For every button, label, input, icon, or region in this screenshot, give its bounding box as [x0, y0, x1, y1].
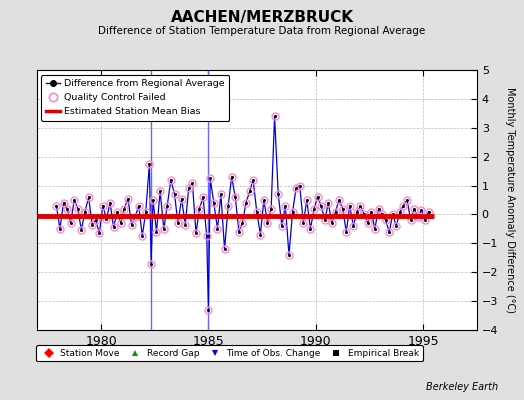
Text: Berkeley Earth: Berkeley Earth	[425, 382, 498, 392]
Text: Difference of Station Temperature Data from Regional Average: Difference of Station Temperature Data f…	[99, 26, 425, 36]
Legend: Station Move, Record Gap, Time of Obs. Change, Empirical Break: Station Move, Record Gap, Time of Obs. C…	[36, 345, 423, 362]
Text: AACHEN/MERZBRUCK: AACHEN/MERZBRUCK	[170, 10, 354, 25]
Legend: Difference from Regional Average, Quality Control Failed, Estimated Station Mean: Difference from Regional Average, Qualit…	[41, 75, 230, 121]
Y-axis label: Monthly Temperature Anomaly Difference (°C): Monthly Temperature Anomaly Difference (…	[505, 87, 515, 313]
